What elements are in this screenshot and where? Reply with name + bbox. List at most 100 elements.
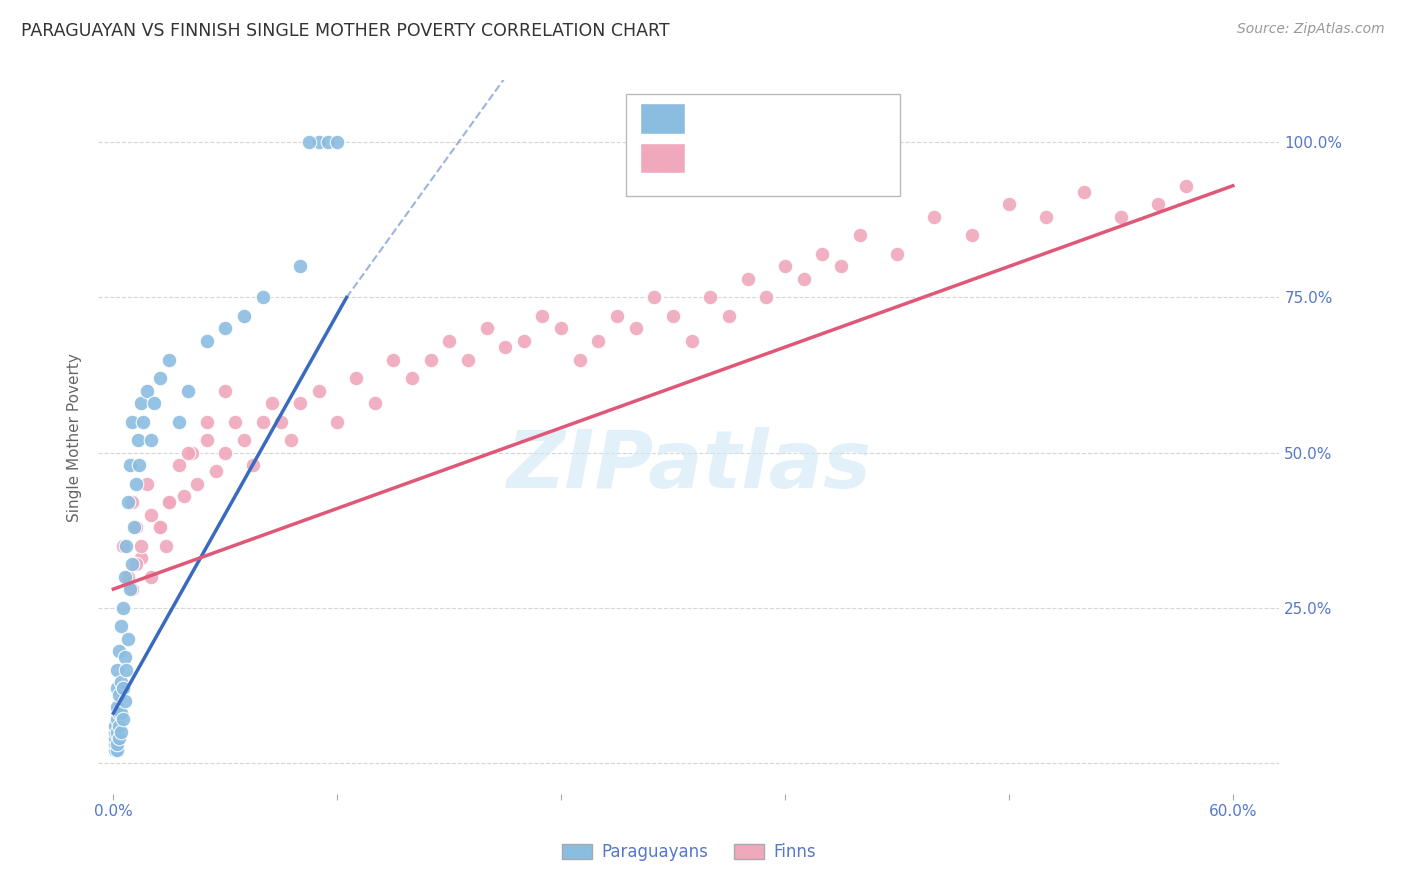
Point	[104, 731, 127, 745]
Point	[120, 582, 142, 596]
Point	[699, 290, 721, 304]
Point	[180, 445, 202, 459]
Point	[718, 309, 741, 323]
Point	[401, 371, 423, 385]
Point	[125, 520, 148, 534]
Text: 57: 57	[851, 110, 873, 128]
Point	[1073, 185, 1095, 199]
Point	[288, 396, 311, 410]
Point	[149, 520, 172, 534]
Point	[108, 718, 131, 732]
Point	[550, 321, 572, 335]
Point	[110, 724, 132, 739]
Point	[233, 309, 256, 323]
Point	[419, 352, 441, 367]
Point	[105, 663, 128, 677]
Point	[252, 415, 274, 429]
Point	[104, 737, 127, 751]
Point	[793, 272, 815, 286]
Point	[308, 384, 330, 398]
Point	[924, 210, 946, 224]
Text: N =: N =	[801, 110, 849, 128]
Point	[177, 384, 200, 398]
Point	[157, 495, 180, 509]
Text: R =: R =	[696, 110, 733, 128]
Point	[1175, 178, 1198, 193]
Point	[117, 570, 139, 584]
Point	[149, 371, 172, 385]
Point	[662, 309, 685, 323]
Point	[568, 352, 591, 367]
Point	[121, 495, 143, 509]
Point	[104, 718, 127, 732]
Y-axis label: Single Mother Poverty: Single Mother Poverty	[67, 352, 83, 522]
Point	[531, 309, 554, 323]
Point	[121, 558, 143, 572]
Point	[127, 433, 149, 447]
Text: N =: N =	[801, 149, 849, 167]
Point	[122, 520, 145, 534]
Point	[316, 136, 339, 150]
Text: ZIPatlas: ZIPatlas	[506, 426, 872, 505]
Point	[173, 489, 195, 503]
Point	[233, 433, 256, 447]
Point	[224, 415, 246, 429]
Point	[1109, 210, 1132, 224]
Point	[108, 688, 131, 702]
Point	[110, 675, 132, 690]
Point	[114, 650, 136, 665]
Point	[111, 600, 134, 615]
Point	[131, 539, 153, 553]
Point	[104, 743, 127, 757]
Point	[117, 495, 139, 509]
Point	[848, 228, 870, 243]
Point	[111, 539, 134, 553]
Point	[104, 724, 127, 739]
Point	[344, 371, 367, 385]
Point	[167, 415, 190, 429]
Point	[681, 334, 703, 348]
Point	[886, 247, 908, 261]
Text: Source: ZipAtlas.com: Source: ZipAtlas.com	[1237, 22, 1385, 37]
Text: 0.419: 0.419	[738, 110, 790, 128]
Point	[177, 445, 200, 459]
Point	[105, 681, 128, 696]
Point	[214, 321, 236, 335]
Point	[139, 570, 162, 584]
Legend: Paraguayans, Finns: Paraguayans, Finns	[555, 837, 823, 868]
Point	[139, 508, 162, 522]
Point	[457, 352, 479, 367]
Point	[139, 433, 162, 447]
Point	[136, 384, 159, 398]
Point	[588, 334, 610, 348]
Point	[195, 433, 218, 447]
Point	[1147, 197, 1170, 211]
Point	[105, 724, 128, 739]
Point	[149, 520, 172, 534]
Point	[382, 352, 405, 367]
Point	[105, 737, 128, 751]
Point	[195, 334, 218, 348]
Point	[308, 136, 330, 150]
Point	[363, 396, 385, 410]
Point	[252, 290, 274, 304]
Point	[105, 700, 128, 714]
Text: 73: 73	[851, 149, 875, 167]
Point	[128, 458, 150, 472]
Point	[132, 415, 155, 429]
Text: 0.626: 0.626	[738, 149, 790, 167]
Point	[773, 260, 796, 274]
Point	[143, 396, 166, 410]
Point	[960, 228, 983, 243]
Point	[606, 309, 628, 323]
Point	[437, 334, 460, 348]
Point	[755, 290, 778, 304]
Point	[280, 433, 302, 447]
Point	[475, 321, 498, 335]
Point	[105, 713, 128, 727]
Point	[998, 197, 1021, 211]
Point	[288, 260, 311, 274]
Point	[494, 340, 516, 354]
Point	[270, 415, 292, 429]
Point	[125, 558, 148, 572]
